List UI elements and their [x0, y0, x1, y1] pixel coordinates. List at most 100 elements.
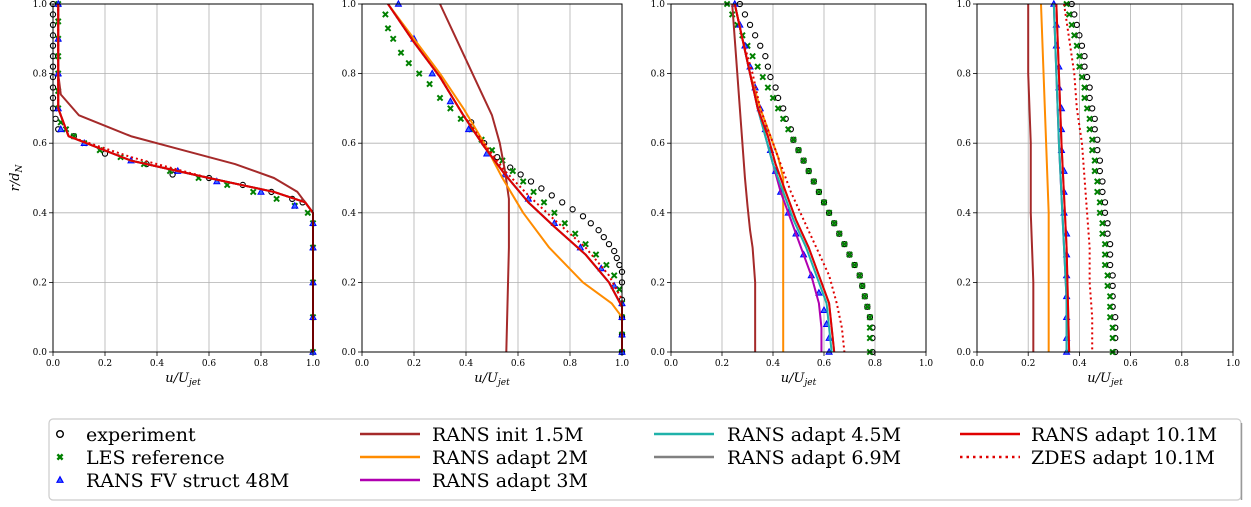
- data-point-x: [861, 293, 869, 300]
- series-experiment: [49, 0, 306, 206]
- data-point-x: [805, 167, 813, 175]
- data-point-x: [1091, 167, 1099, 175]
- data-point-x: [273, 195, 280, 203]
- data-point-x: [397, 49, 405, 57]
- x-tick-label: 0.6: [202, 359, 217, 369]
- data-point-x: [769, 94, 777, 102]
- y-tick-label: 0.6: [957, 139, 972, 149]
- data-point-circle: [846, 251, 853, 258]
- y-tick-label: 0.4: [33, 209, 48, 219]
- grid-lines: [670, 3, 927, 353]
- data-point-circle: [1101, 199, 1109, 206]
- series-zdes-adapt-10-1m: [387, 3, 623, 352]
- x-tick-label: 1.0: [1226, 359, 1241, 369]
- data-point-circle: [851, 261, 858, 269]
- data-point-x: [382, 11, 389, 18]
- x-tick-label: 1.0: [615, 359, 630, 369]
- data-point-x: [1083, 105, 1091, 112]
- series-line: [387, 3, 623, 352]
- data-point-x: [304, 209, 312, 217]
- data-point-x: [436, 94, 444, 102]
- data-point-x: [551, 209, 558, 217]
- data-point-circle: [795, 147, 802, 154]
- data-point-circle: [1096, 157, 1104, 164]
- data-point-x: [389, 35, 397, 43]
- data-point-x: [800, 157, 807, 164]
- data-point-x: [571, 230, 579, 237]
- data-point-x: [866, 334, 874, 342]
- y-tick-label: 1.0: [651, 0, 666, 10]
- y-tick-label: 0.8: [957, 70, 972, 80]
- data-point-x: [415, 70, 423, 77]
- x-tick-label: 0.6: [817, 359, 832, 369]
- series-line: [57, 4, 314, 352]
- series-rans-adapt-10-1m: [387, 3, 623, 352]
- data-point-circle: [579, 213, 587, 220]
- data-point-x: [1081, 94, 1088, 102]
- x-tick-label: 0.4: [459, 359, 474, 369]
- data-point-circle: [1101, 209, 1109, 216]
- series-line: [733, 3, 846, 353]
- legend-marker-x: [56, 453, 64, 461]
- data-point-x: [1068, 21, 1076, 29]
- data-point-x: [1106, 313, 1114, 321]
- data-point-x: [519, 178, 527, 185]
- data-point-x: [790, 136, 797, 144]
- y-tick-label: 0.2: [342, 278, 356, 288]
- data-point-x: [582, 240, 589, 248]
- series-line: [1063, 3, 1094, 352]
- data-point-circle: [1104, 230, 1111, 237]
- y-tick-label: 0.8: [651, 70, 666, 80]
- data-point-x: [830, 219, 838, 227]
- data-point-x: [749, 52, 756, 60]
- data-point-x: [1099, 230, 1106, 237]
- data-point-x: [1099, 219, 1106, 227]
- data-point-circle: [1109, 272, 1116, 279]
- series-les-reference: [54, 0, 317, 356]
- data-point-x: [825, 209, 833, 217]
- data-point-x: [405, 59, 413, 67]
- series-les-reference: [382, 11, 626, 356]
- data-point-circle: [605, 240, 613, 248]
- x-tick-label: 0.4: [1072, 359, 1087, 369]
- data-point-circle: [600, 234, 607, 241]
- data-point-x: [1065, 11, 1073, 18]
- data-point-circle: [527, 178, 535, 185]
- data-point-circle: [1081, 53, 1088, 60]
- series-line: [387, 3, 623, 352]
- legend-label: RANS init 1.5M: [432, 424, 583, 446]
- series-rans-adapt-10-1m: [1055, 3, 1071, 353]
- y-tick-label: 0.2: [33, 278, 47, 288]
- y-tick-label: 0.4: [651, 209, 666, 219]
- data-point-circle: [746, 21, 754, 29]
- x-tick-label: 0.4: [150, 359, 165, 369]
- x-tick-label: 0.0: [664, 359, 679, 369]
- data-point-circle: [616, 261, 623, 269]
- series-zdes-adapt-10-1m: [57, 4, 314, 352]
- data-point-circle: [1104, 220, 1111, 227]
- data-point-circle: [856, 272, 863, 279]
- data-point-x: [1101, 261, 1109, 269]
- chart-panel-3: 0.0 0.2 0.4 0.6 0.8 1.0 0.0 0.2 0.4 0.6 0.8 1.0 u/Uj…: [651, 0, 933, 388]
- legend-item: ZDES adapt 10.1M: [960, 447, 1215, 469]
- legend-item: RANS adapt 3M: [360, 470, 588, 492]
- y-tick-label: 0.0: [651, 348, 666, 358]
- data-point-x: [841, 240, 848, 248]
- data-point-triangle: [257, 187, 265, 195]
- data-point-x: [1076, 52, 1083, 60]
- legend-item: RANS adapt 2M: [360, 447, 588, 469]
- data-point-x: [754, 63, 762, 70]
- legend-item: RANS adapt 6.9M: [654, 447, 901, 469]
- data-point-circle: [1099, 188, 1106, 196]
- series-line: [733, 3, 836, 353]
- data-point-circle: [757, 42, 764, 49]
- data-point-triangle: [212, 177, 221, 185]
- series-rans-init-1-5m: [731, 3, 757, 352]
- series-line: [57, 4, 314, 352]
- series-line: [1040, 3, 1050, 352]
- x-axis-label-subscript: jet: [496, 378, 510, 388]
- y-tick-label: 0.4: [957, 209, 972, 219]
- data-point-circle: [836, 230, 843, 237]
- series-zdes-adapt-10-1m: [733, 3, 846, 353]
- data-point-x: [1104, 282, 1111, 290]
